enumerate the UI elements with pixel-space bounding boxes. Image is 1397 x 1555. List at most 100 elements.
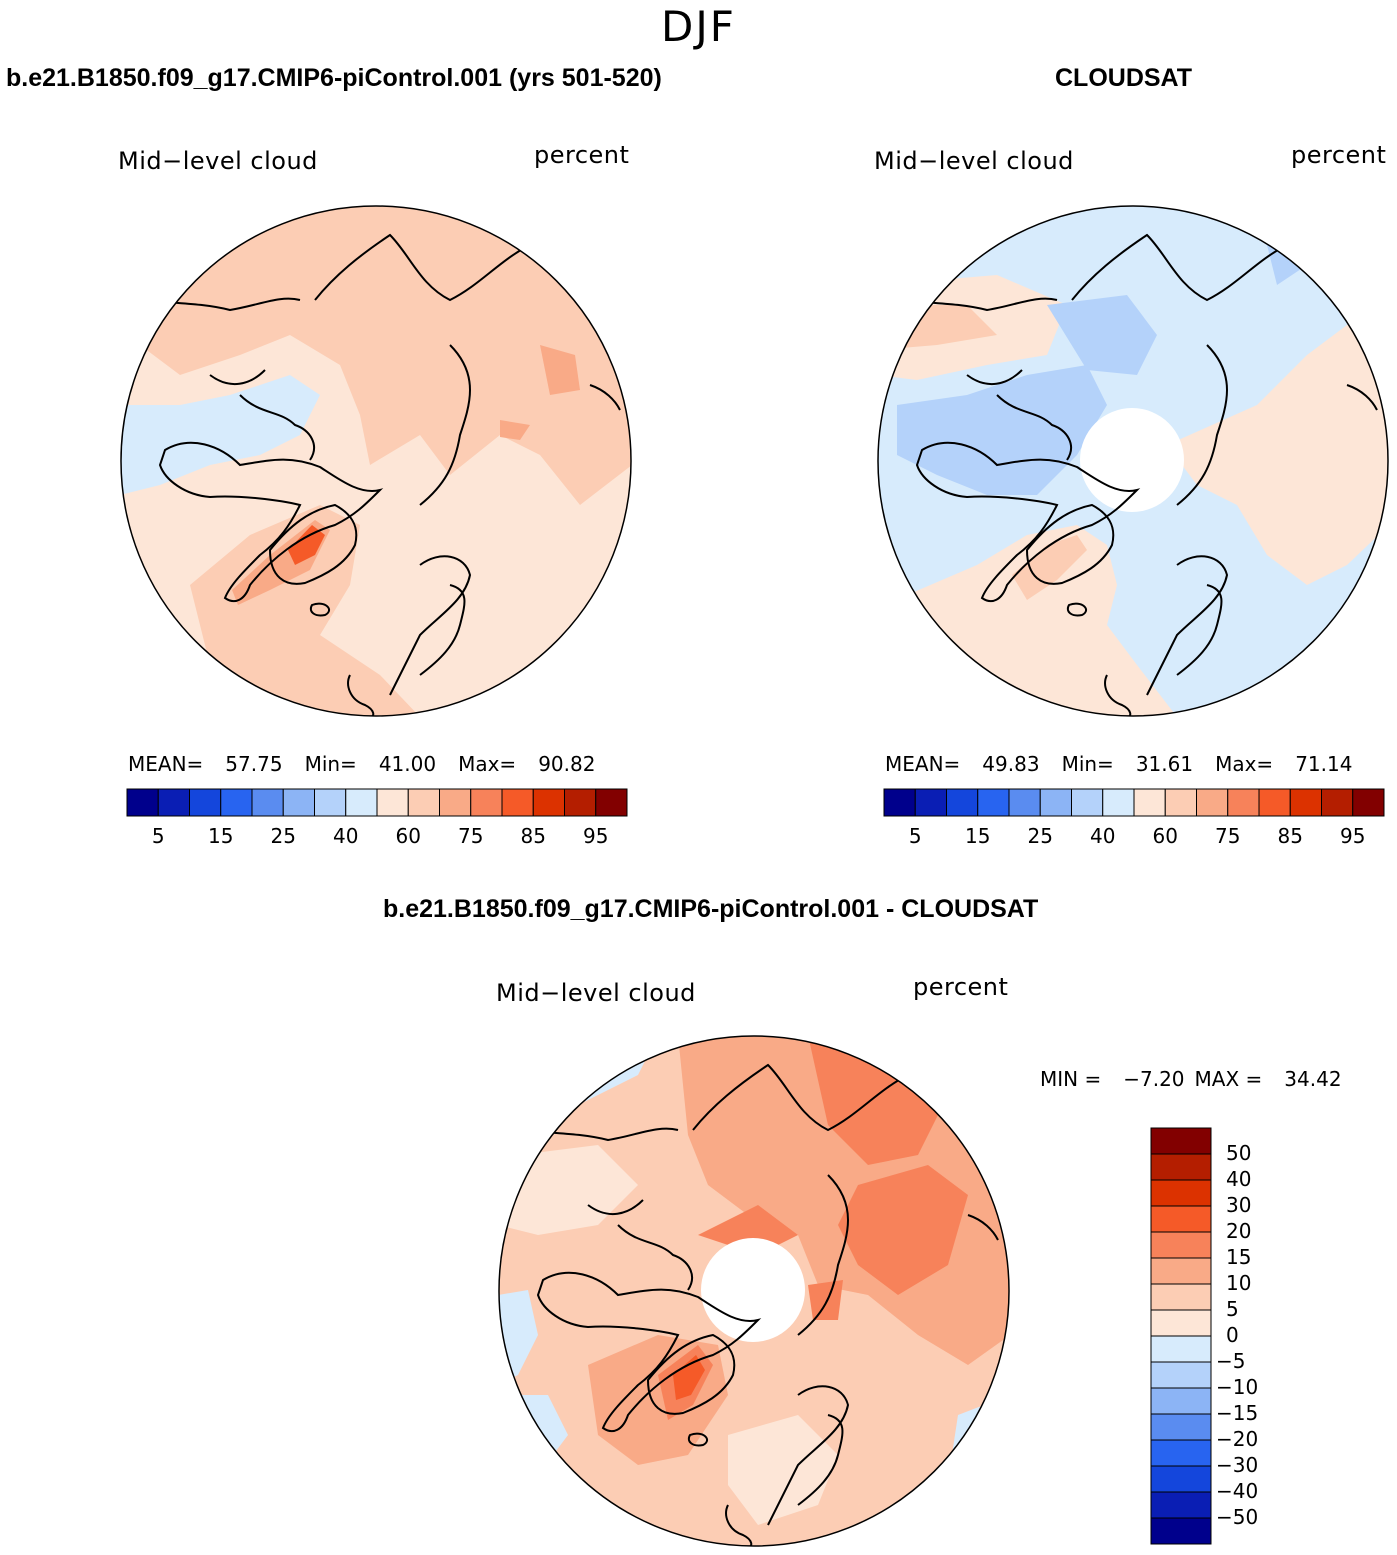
colorbar-box (1352, 788, 1385, 817)
obs-field-region (1012, 535, 1087, 600)
colorbar-tick-label: 40 (1090, 824, 1116, 848)
colorbar-tick-label: 40 (333, 824, 359, 848)
coastline-path (1071, 233, 1288, 302)
colorbar-box (1039, 788, 1072, 817)
diff-colorbar-ticks: 50 40 30 20 15 10 5 0 −5 −10 −15 −20 −30 −40 −50 (1216, 1128, 1276, 1544)
colorbar-tick-label: 25 (1027, 824, 1053, 848)
model-colorbar (126, 788, 628, 817)
colorbar-tick-label: 85 (1277, 824, 1303, 848)
coastline-path (1346, 384, 1378, 411)
coastline-path (1146, 555, 1229, 696)
coastline-path (617, 1224, 693, 1291)
coastline-path (589, 384, 621, 411)
colorbar-box (1150, 1231, 1212, 1259)
colorbar-box (1164, 788, 1197, 817)
model-variable-label: Mid−level cloud (118, 147, 318, 175)
model-panel-title: b.e21.B1850.f09_g17.CMIP6-piControl.001 … (6, 64, 662, 92)
season-title: DJF (661, 2, 736, 51)
diff-field-region (808, 1280, 843, 1320)
colorbar-tick-label: 5 (908, 824, 922, 848)
colorbar-tick-label: 5 (151, 824, 165, 848)
coastline-path (1176, 584, 1223, 676)
diff-map-border (498, 1035, 1010, 1547)
obs-field-region (1047, 295, 1157, 375)
colorbar-box (1321, 788, 1354, 817)
colorbar-tick-label: 95 (583, 824, 609, 848)
coastline-path (646, 1333, 736, 1415)
colorbar-box (439, 788, 472, 817)
coastline-path (966, 369, 1023, 386)
colorbar-box (1258, 788, 1291, 817)
model-stats: MEAN= 57.75 Min= 41.00 Max= 90.82 (128, 752, 596, 776)
colorbar-tick-label: 75 (1215, 824, 1241, 848)
colorbar-box (1150, 1491, 1212, 1519)
diff-colorbar (1150, 1127, 1212, 1545)
colorbar-box (1227, 788, 1260, 817)
model-colorbar-ticks: 5 15 25 40 60 75 85 95 (127, 824, 627, 850)
colorbar-box (189, 788, 222, 817)
coastline-path (419, 584, 466, 676)
obs-polar-map (877, 205, 1389, 717)
model-map-border (120, 205, 632, 717)
diff-polar-gap (701, 1238, 805, 1342)
model-field-region (288, 525, 325, 565)
colorbar-box (1150, 1205, 1212, 1233)
diff-field-region (728, 1415, 838, 1525)
coastline-path (1176, 344, 1228, 506)
colorbar-box (1150, 1465, 1212, 1493)
colorbar-tick-label: 15 (1226, 1245, 1252, 1269)
colorbar-tick-label: −5 (1216, 1349, 1246, 1373)
model-units-label: percent (534, 141, 630, 169)
colorbar-box (1102, 788, 1135, 817)
model-field-region (500, 420, 530, 440)
coastline-path (996, 394, 1072, 461)
colorbar-box (1150, 1283, 1212, 1311)
coastline-path (309, 602, 331, 617)
colorbar-tick-label: 75 (458, 824, 484, 848)
colorbar-box (376, 788, 409, 817)
colorbar-box (1150, 1387, 1212, 1415)
colorbar-box (126, 788, 159, 817)
colorbar-tick-label: −50 (1216, 1505, 1259, 1529)
colorbar-box (470, 788, 503, 817)
colorbar-box (314, 788, 347, 817)
colorbar-tick-label: 0 (1226, 1323, 1239, 1347)
colorbar-box (345, 788, 378, 817)
colorbar-tick-label: −40 (1216, 1479, 1259, 1503)
colorbar-tick-label: 50 (1226, 1141, 1252, 1165)
obs-polar-gap (1080, 408, 1184, 512)
coastline-path (314, 233, 531, 302)
coastline-path (536, 1271, 762, 1433)
diff-units-label: percent (913, 973, 1009, 1001)
colorbar-tick-label: −15 (1216, 1401, 1259, 1425)
obs-map-border (877, 205, 1389, 717)
colorbar-box (1150, 1257, 1212, 1285)
colorbar-tick-label: 15 (208, 824, 234, 848)
coastline-path (1025, 503, 1115, 585)
colorbar-box (1150, 1335, 1212, 1363)
colorbar-box (1150, 1413, 1212, 1441)
colorbar-box (1150, 1153, 1212, 1181)
coastline-path (389, 555, 472, 696)
model-field-region (121, 375, 320, 495)
coastline-path (1066, 602, 1088, 617)
colorbar-box (1289, 788, 1322, 817)
colorbar-tick-label: 20 (1226, 1219, 1252, 1243)
colorbar-box (1150, 1517, 1212, 1545)
colorbar-box (1150, 1439, 1212, 1467)
diff-variable-label: Mid−level cloud (496, 979, 696, 1007)
colorbar-box (977, 788, 1010, 817)
coastline-path (967, 1214, 999, 1241)
coastline-path (915, 441, 1141, 603)
colorbar-tick-label: 60 (1152, 824, 1178, 848)
colorbar-box (1150, 1309, 1212, 1337)
colorbar-tick-label: −30 (1216, 1453, 1259, 1477)
colorbar-tick-label: 85 (520, 824, 546, 848)
obs-variable-label: Mid−level cloud (874, 147, 1074, 175)
colorbar-box (883, 788, 916, 817)
colorbar-tick-label: 25 (270, 824, 296, 848)
diff-field-region (673, 1355, 705, 1400)
colorbar-box (914, 788, 947, 817)
colorbar-box (532, 788, 565, 817)
model-field-region (190, 505, 420, 716)
